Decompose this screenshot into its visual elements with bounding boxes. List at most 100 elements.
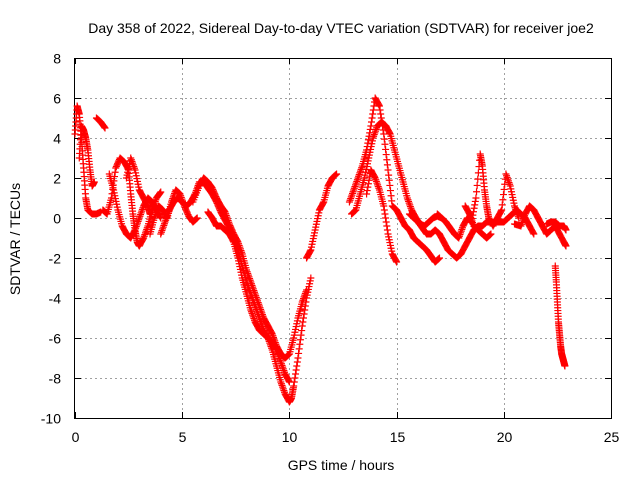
data-point — [499, 191, 507, 199]
data-point — [160, 220, 168, 228]
data-point — [249, 285, 257, 293]
data-point — [296, 340, 304, 348]
data-point — [151, 212, 159, 220]
data-point — [380, 202, 388, 210]
data-point — [250, 315, 258, 323]
data-point — [352, 179, 360, 187]
data-point — [380, 130, 388, 138]
data-point — [301, 289, 309, 297]
data-point — [561, 362, 569, 370]
data-point — [252, 292, 260, 300]
data-point — [222, 211, 230, 219]
data-point — [164, 209, 172, 217]
data-point — [163, 213, 171, 221]
data-point — [500, 185, 508, 193]
data-point — [133, 219, 141, 227]
y-tick-label: -8 — [49, 371, 62, 387]
data-point — [302, 288, 310, 296]
data-point — [387, 192, 395, 200]
data-point — [297, 331, 305, 339]
data-point — [256, 304, 264, 312]
data-point — [137, 209, 145, 217]
data-point — [257, 307, 265, 315]
data-point — [373, 179, 381, 187]
x-tick-label: 5 — [179, 429, 187, 445]
data-point — [243, 268, 251, 276]
data-point — [303, 286, 311, 294]
data-point — [298, 327, 306, 335]
data-point — [285, 377, 293, 385]
x-tick-label: 0 — [72, 429, 80, 445]
data-point — [279, 383, 287, 391]
data-point — [455, 234, 463, 242]
data-point — [405, 197, 413, 205]
data-point — [519, 217, 527, 225]
y-tick-label: 4 — [53, 131, 61, 147]
data-point — [383, 161, 391, 169]
data-point — [382, 214, 390, 222]
data-point — [383, 222, 391, 230]
data-point — [353, 177, 361, 185]
data-point — [385, 171, 393, 179]
data-point — [319, 199, 327, 207]
data-point — [248, 309, 256, 317]
data-point — [348, 191, 356, 199]
data-point — [254, 299, 262, 307]
data-point — [138, 207, 146, 215]
data-point — [268, 330, 276, 338]
x-tick-label: 25 — [604, 429, 620, 445]
data-point — [367, 118, 375, 126]
data-point — [466, 212, 474, 220]
data-point — [223, 213, 231, 221]
y-tick-label: -4 — [49, 291, 62, 307]
data-point — [285, 378, 293, 386]
data-point — [278, 381, 286, 389]
data-point — [300, 293, 308, 301]
data-point — [247, 280, 255, 288]
data-point — [388, 197, 396, 205]
data-point — [562, 242, 570, 250]
data-point — [130, 164, 138, 172]
data-point — [347, 193, 355, 201]
data-point — [381, 210, 389, 218]
data-point — [140, 234, 148, 242]
y-tick-label: 8 — [53, 51, 61, 67]
data-point — [298, 298, 306, 306]
data-point — [277, 380, 285, 388]
data-point — [249, 313, 257, 321]
data-point — [100, 122, 108, 130]
data-point — [291, 374, 299, 382]
data-point — [280, 367, 288, 375]
data-point — [244, 269, 252, 277]
data-point — [382, 145, 390, 153]
data-point — [136, 212, 144, 220]
y-tick-label: 6 — [53, 91, 61, 107]
data-point — [253, 295, 261, 303]
data-point — [346, 196, 354, 204]
data-point — [235, 241, 243, 249]
data-point — [392, 257, 400, 265]
data-point — [246, 275, 254, 283]
data-point — [381, 140, 389, 148]
data-point — [243, 266, 251, 274]
data-point — [354, 174, 362, 182]
data-point — [156, 189, 164, 197]
data-point — [497, 207, 505, 215]
y-tick-label: -6 — [49, 331, 62, 347]
x-tick-label: 20 — [497, 429, 513, 445]
data-point — [128, 157, 136, 165]
data-point — [255, 302, 263, 310]
data-point — [275, 353, 283, 361]
data-point — [349, 188, 357, 196]
data-point — [251, 290, 259, 298]
data-point — [529, 229, 537, 237]
data-point — [157, 230, 165, 238]
data-point — [193, 214, 201, 222]
data-point — [225, 218, 233, 226]
data-point — [530, 230, 538, 238]
x-tick-label: 15 — [390, 429, 406, 445]
data-point — [487, 230, 495, 238]
data-point — [403, 194, 411, 202]
data-point — [511, 204, 519, 212]
